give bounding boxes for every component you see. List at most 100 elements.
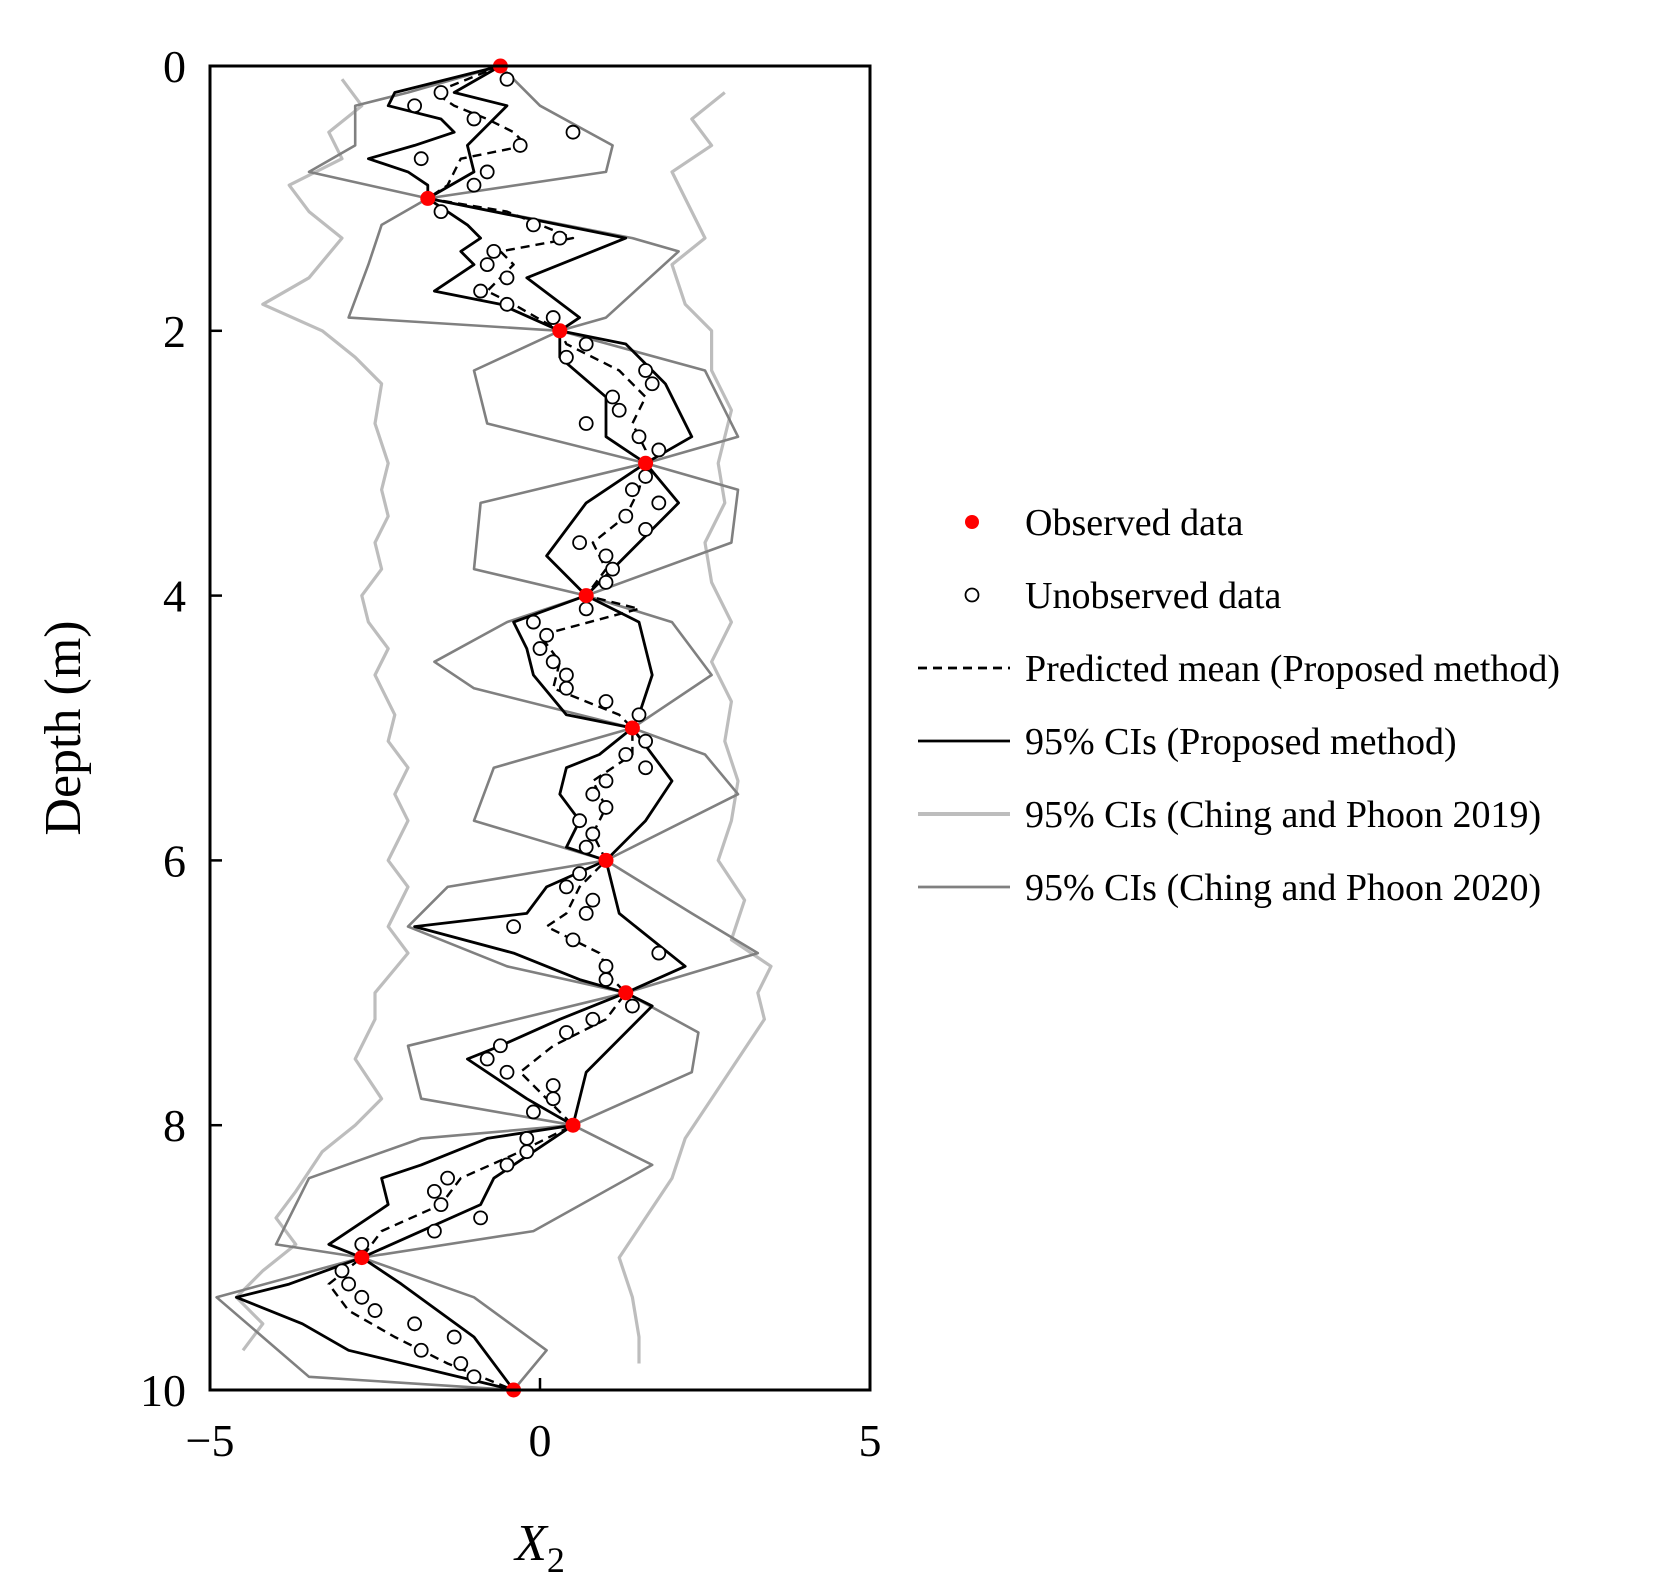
- unobserved-point-34: [605, 561, 620, 577]
- unobserved-point-64: [585, 1011, 601, 1027]
- legend-label-0: Observed data: [1025, 502, 1244, 544]
- unobserved-point-54: [572, 866, 587, 882]
- unobserved-point-89: [466, 1369, 482, 1385]
- 95-cis-ching-and-phoon-2020-interval-4-5: [433, 594, 713, 730]
- unobserved-point-31: [638, 522, 653, 537]
- unobserved-point-75: [440, 1170, 456, 1186]
- unobserved-point-0: [499, 71, 515, 87]
- y-tick-label-0: 0: [163, 41, 186, 92]
- 95-cis-ching-and-phoon-2020-interval-0-1: [307, 64, 614, 200]
- legend-label-5: 95% CIs (Ching and Phoon 2020): [1025, 867, 1541, 909]
- y-tick-label-6: 6: [163, 835, 186, 886]
- x-axis-title: X2: [513, 1515, 565, 1580]
- unobserved-point-46: [618, 747, 634, 762]
- unobserved-point-17: [545, 310, 561, 325]
- legend: Observed data Unobserved data Predicted me…: [918, 502, 1560, 909]
- unobserved-point-2: [407, 98, 423, 114]
- unobserved-point-21: [644, 376, 660, 392]
- unobserved-point-86: [446, 1329, 462, 1345]
- unobserved-point-30: [618, 508, 634, 524]
- x-tick-label-1: 0: [529, 1415, 552, 1466]
- unobserved-point-9: [433, 204, 449, 220]
- unobserved-point-82: [341, 1276, 357, 1292]
- x-tick-label-0: −5: [186, 1415, 235, 1466]
- y-tick-label-4: 4: [163, 571, 186, 622]
- observed-point-2: [552, 323, 568, 339]
- unobserved-point-32: [572, 535, 587, 551]
- unobserved-point-83: [354, 1289, 370, 1305]
- unobserved-point-10: [526, 217, 541, 233]
- unobserved-point-3: [466, 111, 482, 127]
- unobserved-point-78: [473, 1210, 489, 1226]
- unobserved-point-36: [578, 601, 594, 617]
- unobserved-point-80: [354, 1236, 370, 1252]
- unobserved-point-1: [433, 85, 449, 100]
- unobserved-point-44: [631, 707, 647, 723]
- unobserved-point-73: [519, 1144, 535, 1160]
- unobserved-point-8: [466, 177, 482, 193]
- 95-cis-proposed-method-upper: [360, 64, 694, 1391]
- unobserved-point-23: [611, 402, 627, 418]
- unobserved-point-5: [512, 138, 528, 153]
- unobserved-point-49: [585, 786, 601, 802]
- unobserved-point-85: [407, 1316, 423, 1332]
- unobserved-point-48: [598, 773, 614, 789]
- y-tick-label-2: 2: [163, 306, 186, 357]
- unobserved-point-45: [638, 733, 653, 749]
- unobserved-point-14: [499, 270, 515, 286]
- unobserved-point-56: [585, 892, 601, 908]
- unobserved-point-72: [519, 1131, 535, 1146]
- unobserved-point-39: [532, 641, 548, 656]
- unobserved-point-79: [426, 1223, 442, 1239]
- unobserved-point-77: [433, 1197, 449, 1213]
- observed-point-3: [638, 455, 654, 471]
- observed-data: [354, 58, 654, 1398]
- unobserved-point-19: [559, 349, 574, 365]
- legend-label-2: Predicted mean (Proposed method): [1025, 648, 1560, 690]
- unobserved-point-11: [552, 230, 568, 246]
- unobserved-point-59: [565, 932, 581, 948]
- unobserved-point-20: [638, 363, 653, 378]
- observed-point-7: [618, 985, 634, 1001]
- unobserved-point-26: [651, 442, 667, 458]
- unobserved-point-12: [486, 243, 502, 259]
- unobserved-point-33: [598, 548, 614, 564]
- unobserved-point-41: [559, 667, 574, 683]
- x-axis-title-subscript: 2: [547, 1540, 565, 1580]
- observed-point-5: [624, 720, 640, 736]
- unobserved-point-61: [598, 958, 614, 974]
- unobserved-point-22: [605, 389, 620, 405]
- 95-cis-ching-and-phoon-2020-interval-6-7: [406, 859, 760, 995]
- legend-label-4: 95% CIs (Ching and Phoon 2019): [1025, 794, 1541, 836]
- axis-ticks: 0 2 4 6 8 10−5 0 5: [140, 41, 882, 1466]
- plot-series: [215, 58, 773, 1398]
- unobserved-point-29: [651, 495, 667, 511]
- y-axis-title: Depth (m): [35, 620, 92, 835]
- unobserved-point-16: [499, 296, 515, 312]
- 95-cis-ching-and-phoon-2019-lower: [234, 78, 410, 1352]
- unobserved-point-28: [625, 482, 640, 498]
- unobserved-point-40: [545, 654, 561, 670]
- unobserved-point-65: [559, 1025, 574, 1040]
- legend-label-1: Unobserved data: [1025, 575, 1282, 617]
- unobserved-data: [334, 71, 667, 1385]
- unobserved-point-88: [453, 1356, 469, 1371]
- unobserved-point-87: [413, 1342, 429, 1358]
- 95-cis-ching-and-phoon-2020-interval-8-9: [274, 1123, 654, 1259]
- observed-point-4: [578, 588, 594, 604]
- x-tick-label-2: 5: [859, 1415, 882, 1466]
- unobserved-point-6: [413, 151, 429, 167]
- unobserved-point-70: [545, 1091, 561, 1107]
- unobserved-point-69: [545, 1078, 561, 1093]
- observed-point-6: [598, 852, 614, 868]
- y-tick-label-8: 8: [163, 1100, 186, 1151]
- observed-point-8: [565, 1117, 581, 1133]
- 95-cis-ching-and-phoon-2019-upper: [617, 91, 773, 1364]
- observed-point-9: [354, 1250, 370, 1266]
- unobserved-point-15: [473, 283, 489, 299]
- unobserved-point-13: [479, 257, 495, 273]
- unobserved-point-37: [526, 614, 541, 630]
- x-axis-title-main: X: [513, 1515, 549, 1572]
- legend-marker-observed: [965, 515, 979, 529]
- unobserved-point-42: [559, 680, 574, 696]
